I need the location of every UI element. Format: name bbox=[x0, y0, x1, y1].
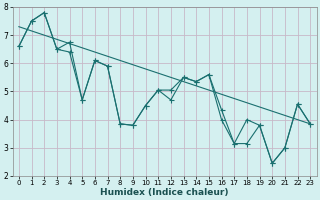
X-axis label: Humidex (Indice chaleur): Humidex (Indice chaleur) bbox=[100, 188, 229, 197]
